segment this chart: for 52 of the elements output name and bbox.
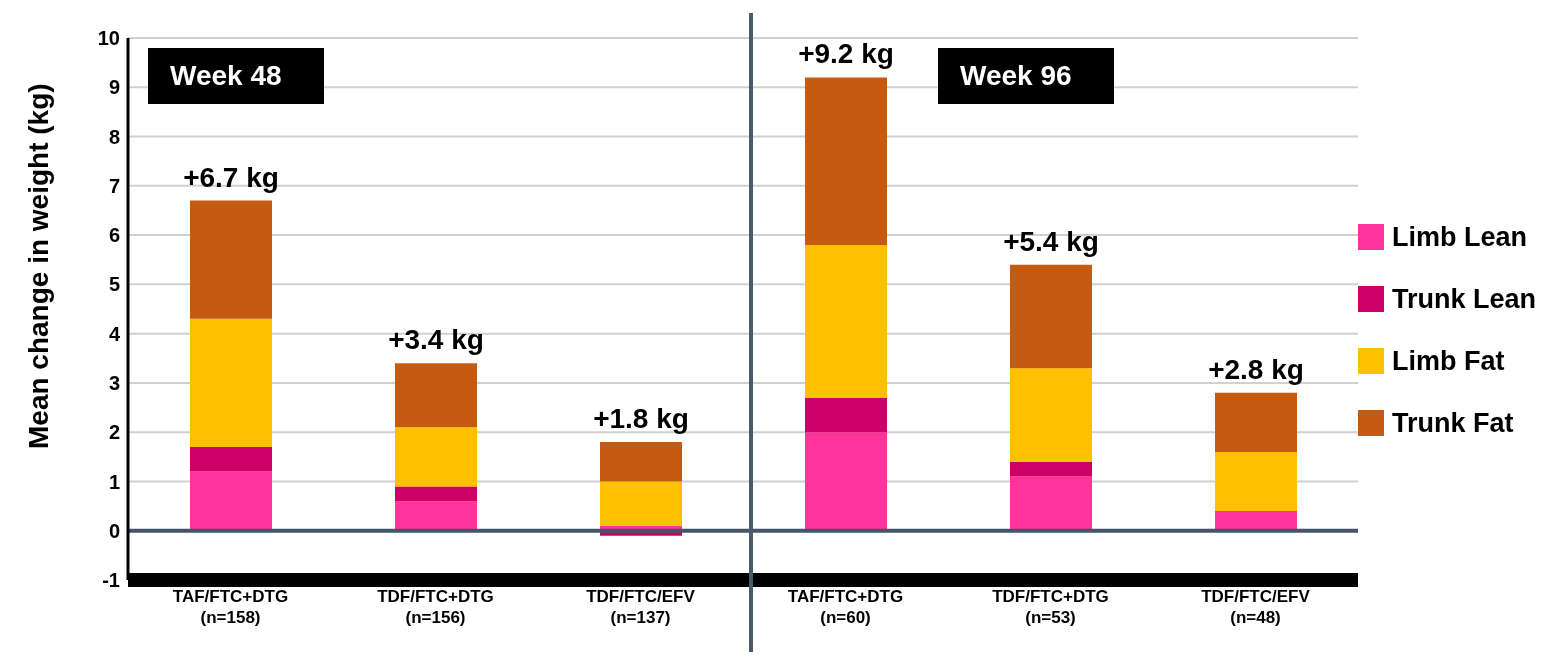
y-tick-label: 8 bbox=[108, 125, 120, 148]
bar bbox=[1010, 264, 1092, 369]
y-tick-label: 9 bbox=[108, 76, 120, 99]
total-label: +2.8 kg bbox=[1208, 353, 1304, 385]
bar bbox=[1010, 368, 1092, 462]
total-label: +6.7 kg bbox=[183, 161, 279, 193]
bar bbox=[805, 244, 887, 398]
bar bbox=[190, 471, 272, 531]
y-tick-label: 2 bbox=[108, 421, 120, 444]
bar bbox=[395, 427, 477, 487]
bar bbox=[1215, 392, 1297, 452]
y-tick-label: 5 bbox=[108, 273, 120, 296]
bar bbox=[1215, 451, 1297, 512]
x-tick-label: TDF/FTC/EFV (n=48) bbox=[1201, 587, 1311, 627]
y-tick-label: 10 bbox=[97, 27, 120, 50]
y-tick-label: 1 bbox=[108, 470, 120, 493]
bar bbox=[805, 397, 887, 433]
x-tick-label: TAF/FTC+DTG (n=60) bbox=[787, 587, 904, 627]
x-tick-label: TDF/FTC/EFV (n=137) bbox=[586, 587, 696, 627]
bar bbox=[805, 432, 887, 531]
bar bbox=[805, 77, 887, 245]
x-tick-label: TDF/FTC+DTG (n=53) bbox=[992, 587, 1109, 627]
total-label: +1.8 kg bbox=[593, 403, 689, 435]
annotation: Week 96 bbox=[938, 48, 1114, 104]
bar bbox=[600, 481, 682, 526]
bar bbox=[395, 486, 477, 502]
total-label: +3.4 kg bbox=[388, 324, 484, 356]
total-label: +9.2 kg bbox=[798, 38, 894, 70]
y-tick-label: 0 bbox=[108, 519, 120, 542]
bar bbox=[1010, 461, 1092, 477]
y-axis-title: Mean change in weight (kg) bbox=[22, 83, 54, 449]
legend-label: Limb Lean bbox=[1392, 221, 1528, 253]
bar bbox=[190, 446, 272, 472]
bar bbox=[1215, 511, 1297, 531]
y-tick-label: 3 bbox=[108, 372, 120, 395]
bar bbox=[395, 363, 477, 428]
y-tick-label: 6 bbox=[108, 224, 120, 247]
legend-label: Trunk Lean bbox=[1392, 283, 1537, 315]
y-tick-label: 7 bbox=[108, 174, 120, 197]
legend-label: Trunk Fat bbox=[1392, 407, 1514, 439]
annotation: Week 48 bbox=[148, 48, 324, 104]
bar bbox=[1010, 476, 1092, 531]
bar bbox=[600, 442, 682, 482]
bar bbox=[190, 200, 272, 319]
x-tick-label: TDF/FTC+DTG (n=156) bbox=[377, 587, 494, 627]
total-label: +5.4 kg bbox=[1003, 225, 1099, 257]
bar bbox=[395, 501, 477, 531]
y-tick-label: 4 bbox=[108, 322, 121, 345]
legend-label: Limb Fat bbox=[1392, 345, 1505, 377]
x-tick-label: TAF/FTC+DTG (n=158) bbox=[172, 587, 289, 627]
bar bbox=[190, 318, 272, 447]
y-tick-label: -1 bbox=[102, 569, 120, 592]
